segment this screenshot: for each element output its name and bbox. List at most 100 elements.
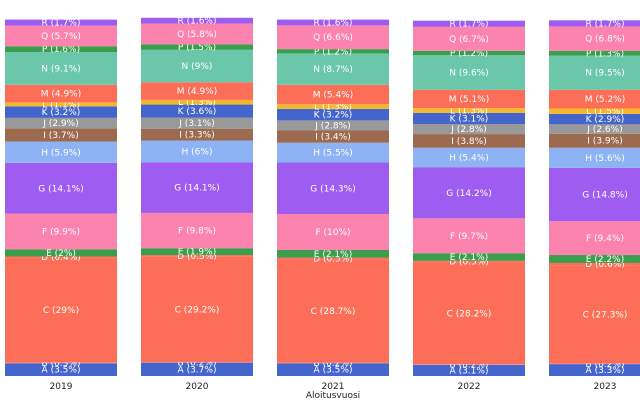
- bar-segment-2022-A: [413, 364, 525, 376]
- bar-segment-2023-F: [549, 221, 640, 256]
- bar-segment-2021-G: [277, 162, 389, 214]
- bar-segment-2020-B: [141, 361, 253, 363]
- data-label-2019-N: N (9.1%): [41, 64, 80, 74]
- data-label-2022-B: B (0.2%): [450, 360, 489, 370]
- bar-segment-2022-K: [413, 112, 525, 124]
- x-tick-labels: 2019 2020 2021 2022 2023: [50, 382, 617, 392]
- data-label-2021-D: D (0.5%): [313, 254, 353, 264]
- bar-segment-2022-L: [413, 108, 525, 113]
- bar-segment-2021-Q: [277, 25, 389, 50]
- bar-segment-2020-Q: [141, 23, 253, 45]
- data-label-2023-K: K (2.9%): [586, 115, 625, 125]
- bar-segment-2021-N: [277, 53, 389, 85]
- data-label-2020-N: N (9%): [182, 62, 213, 72]
- bar-segment-2020-E: [141, 248, 253, 256]
- bar-segment-2021-A: [277, 363, 389, 376]
- bar-segment-2023-N: [549, 55, 640, 90]
- data-label-2020-P: P (1.5%): [178, 43, 216, 53]
- data-label-2023-L: L (1.5%): [586, 107, 624, 117]
- bar-segment-2023-D: [549, 262, 640, 266]
- data-label-2022-Q: Q (6.7%): [449, 35, 489, 45]
- data-label-2022-I: I (3.8%): [451, 137, 486, 147]
- data-label-2019-K: K (3.2%): [42, 108, 81, 118]
- data-label-2022-E: E (2.1%): [450, 253, 488, 263]
- data-label-2021-N: N (8.7%): [313, 65, 352, 75]
- data-label-2020-Q: Q (5.8%): [177, 30, 217, 40]
- data-label-2020-G: G (14.1%): [174, 184, 219, 194]
- data-label-2023-I: I (3.9%): [587, 137, 622, 147]
- data-label-2022-K: K (3.1%): [450, 114, 489, 124]
- bar-segment-2023-P: [549, 50, 640, 56]
- bar-segment-2023-H: [549, 147, 640, 168]
- data-label-2021-E: E (2.1%): [314, 250, 352, 260]
- data-label-2023-A: A (3.3%): [586, 366, 625, 376]
- bar-segment-2020-L: [141, 99, 253, 105]
- bar-segment-2023-Q: [549, 26, 640, 51]
- bar-segment-2021-C: [277, 259, 389, 363]
- bar-segment-2020-J: [141, 117, 253, 129]
- bar-segment-2021-F: [277, 214, 389, 250]
- data-label-2021-G: G (14.3%): [310, 184, 355, 194]
- data-label-2023-P: P (1.3%): [586, 49, 624, 59]
- data-label-2023-F: F (9.4%): [586, 234, 624, 244]
- bar-segment-2019-M: [5, 84, 117, 103]
- bar-segment-2019-Q: [5, 25, 117, 47]
- data-label-2022-L: L (1.3%): [450, 107, 488, 117]
- data-label-2020-B: B (0.2%): [178, 358, 217, 368]
- bar-segment-2020-G: [141, 162, 253, 213]
- data-label-2021-B: B (0.2%): [314, 359, 353, 369]
- data-label-2022-R: R (1.7%): [449, 20, 488, 30]
- x-tick-label-2020: 2020: [186, 382, 209, 392]
- data-label-2020-E: E (1.9%): [178, 248, 216, 258]
- bar-segment-2022-J: [413, 124, 525, 135]
- data-label-2020-L: L (1.3%): [178, 98, 216, 108]
- bar-segment-2021-R: [277, 19, 389, 26]
- data-label-2023-D: D (0.6%): [585, 260, 625, 270]
- data-label-2023-C: C (27.3%): [583, 310, 628, 320]
- bar-segment-2019-I: [5, 128, 117, 142]
- bar-segment-2019-H: [5, 141, 117, 163]
- data-label-2021-K: K (3.2%): [314, 111, 353, 121]
- data-label-2021-M: M (5.4%): [313, 90, 354, 100]
- bar-segment-2019-B: [5, 362, 117, 364]
- bar-segment-2019-R: [5, 19, 117, 26]
- bar-segment-2023-E: [549, 255, 640, 263]
- data-label-2019-P: P (1.6%): [42, 45, 80, 55]
- data-label-2021-F: F (10%): [315, 228, 350, 238]
- bar-segment-2021-D: [277, 257, 389, 260]
- bar-segment-2023-L: [549, 108, 640, 114]
- bar-segment-2023-M: [549, 89, 640, 109]
- data-label-2023-Q: Q (6.8%): [585, 35, 625, 45]
- bar-segment-2019-D: [5, 256, 117, 258]
- bar-segment-2023-J: [549, 124, 640, 134]
- data-label-2020-R: R (1.6%): [177, 17, 216, 27]
- bar-segment-2022-G: [413, 167, 525, 219]
- x-tick-label-2023: 2023: [594, 382, 617, 392]
- bar-segment-2019-G: [5, 162, 117, 214]
- data-label-2022-M: M (5.1%): [449, 95, 490, 105]
- bar-segment-2020-F: [141, 212, 253, 249]
- data-label-2021-Q: Q (6.6%): [313, 33, 353, 43]
- bar-segment-2023-C: [549, 265, 640, 364]
- bar-segment-2021-K: [277, 108, 389, 121]
- bar-segment-2021-L: [277, 104, 389, 109]
- bar-segment-2023-A: [549, 364, 640, 376]
- bar-segment-2020-R: [141, 17, 253, 24]
- x-tick-label-2022: 2022: [458, 382, 481, 392]
- bar-segment-2019-N: [5, 52, 117, 85]
- bar-segment-2022-E: [413, 253, 525, 261]
- bar-segment-2023-G: [549, 167, 640, 222]
- data-label-2019-J: J (2.9%): [42, 119, 78, 129]
- bar-segment-2020-K: [141, 104, 253, 118]
- bar-segment-2020-P: [141, 44, 253, 50]
- data-label-2022-N: N (9.6%): [449, 69, 488, 79]
- bar-segment-2020-C: [141, 256, 253, 362]
- data-label-2021-R: R (1.6%): [313, 18, 352, 28]
- bar-segment-2021-P: [277, 49, 389, 54]
- data-label-2023-E: E (2.2%): [586, 255, 624, 265]
- data-label-2020-K: K (3.6%): [178, 107, 217, 117]
- data-label-2023-J: J (2.6%): [586, 125, 622, 135]
- bar-segment-2022-D: [413, 260, 525, 263]
- data-label-2021-L: L (1.3%): [314, 103, 352, 113]
